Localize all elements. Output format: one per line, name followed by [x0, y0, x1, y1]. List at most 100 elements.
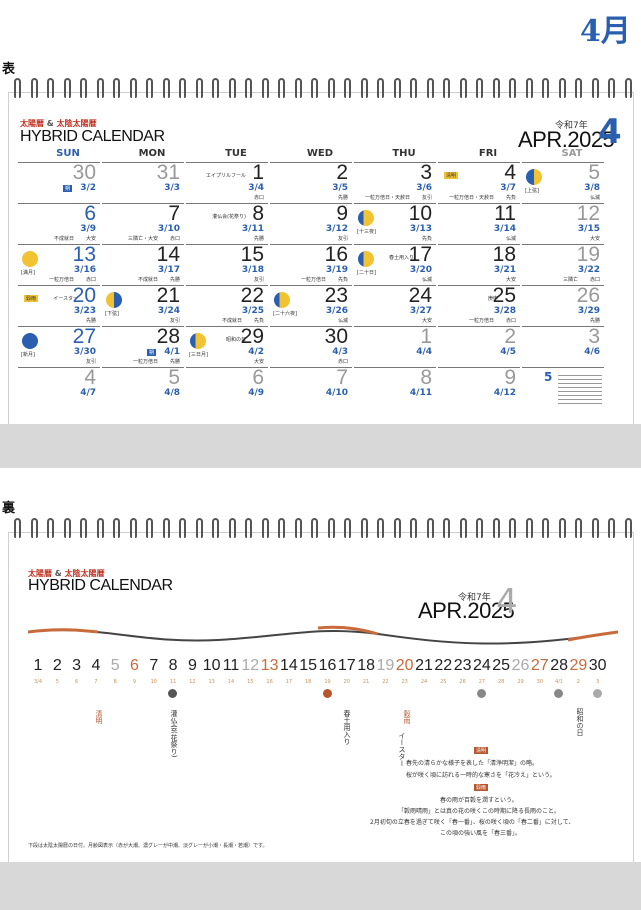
lunar-date: 3/25 [241, 306, 264, 316]
timeline-day: 3 [72, 657, 82, 674]
ring-icon [146, 78, 153, 98]
lunar-date: 3/23 [73, 306, 96, 316]
ring-icon [212, 78, 219, 98]
dow-mon: MON [138, 148, 166, 159]
timeline-day: 29 [569, 657, 588, 674]
lunar-date: 4/8 [164, 388, 180, 398]
day-cell: 1 4/4 [354, 325, 436, 367]
ring-icon [344, 518, 351, 538]
ring-icon [575, 78, 582, 98]
ring-icon [360, 78, 368, 98]
day-number: 21 [156, 284, 180, 307]
lunar-date: 3/14 [493, 224, 516, 234]
event-label: イースター [53, 296, 78, 302]
ring-icon [525, 518, 533, 538]
day-cell: 28 4/1 先勝 一粒万倍日 朔 [102, 325, 184, 367]
day-number: 1 [252, 161, 264, 184]
timeline-day: 6 [130, 657, 139, 674]
ring-icon [591, 518, 599, 538]
moon-phase-icon [190, 333, 206, 349]
ring-icon [30, 518, 38, 538]
lunar-date: 4/2 [248, 347, 264, 357]
day-number: 2 [504, 325, 516, 348]
ring-icon [558, 78, 566, 98]
day-number: 26 [576, 284, 600, 307]
day-cell: 18 3/21 大安 [438, 243, 520, 285]
lunar-date: 4/4 [416, 347, 432, 357]
front-brand-name: HYBRID CALENDAR [20, 128, 165, 145]
timeline-lunar: 3 [596, 679, 600, 685]
badge-label: 朔 [146, 349, 156, 356]
front-card [8, 92, 634, 425]
lunar-date: 4/10 [325, 388, 348, 398]
day-cell: 6 4/9 [186, 366, 268, 408]
timeline-day: 18 [357, 657, 375, 674]
day-number: 30 [72, 161, 96, 184]
tide-wave [28, 625, 618, 645]
timeline-day: 2 [52, 657, 62, 674]
day-cell: 9 3/12 友引 [270, 202, 352, 244]
day-cell: 1 3/4 赤口 エイプリルフール [186, 161, 268, 203]
ring-icon [624, 518, 632, 538]
day-number: 6 [84, 202, 96, 225]
timeline-lunar: 20 [343, 679, 350, 685]
day-cell: 11 3/14 仏滅 [438, 202, 520, 244]
timeline-lunar: 13 [208, 679, 215, 685]
moon-dot-icon [168, 689, 178, 698]
event-seimei: 清明 [95, 710, 103, 724]
ring-icon [129, 518, 137, 538]
lunar-date: 3/21 [493, 265, 516, 275]
day-cell: 3 4/6 [522, 325, 604, 367]
ring-icon [179, 518, 186, 538]
event-kokuu: 穀雨 [403, 710, 411, 724]
day-cell: 30 4/3 赤口 [270, 325, 352, 367]
back-brand-name: HYBRID CALENDAR [28, 577, 173, 594]
day-number: 7 [168, 202, 180, 225]
timeline-lunar: 26 [459, 679, 466, 685]
front-brand-top: 太陽暦 & 太陰太陽暦 [20, 119, 97, 128]
sekki-badge: 穀雨 [24, 295, 39, 302]
lunar-date: 3/22 [577, 265, 600, 275]
moon-phase-icon [358, 251, 374, 267]
lunar-date: 3/12 [325, 224, 348, 234]
ring-icon [113, 518, 120, 538]
moon-phase-label: [三日月] [189, 352, 208, 358]
timeline-lunar: 23 [401, 679, 408, 685]
day-number: 6 [252, 366, 264, 389]
day-number: 4 [504, 161, 516, 184]
timeline-day: 5 [110, 657, 120, 674]
dow-thu: THU [392, 148, 416, 159]
ring-icon [47, 518, 54, 538]
rokuyo-label: 赤口 [505, 318, 516, 324]
mini-calendar-grid [558, 372, 602, 406]
day-number: 24 [408, 284, 432, 307]
rokuyo-label: 赤口 [337, 359, 348, 365]
explain-line-5: 2月初旬の立春を過ぎて咲く「春一番」、桜の咲く頃の「春二番」に対して、 [370, 819, 575, 826]
dow-wed: WED [306, 148, 334, 159]
day-number: 19 [576, 243, 600, 266]
ring-icon [195, 78, 203, 98]
timeline-day: 11 [222, 657, 240, 674]
moon-phase-icon [274, 292, 290, 308]
rokuyo-label: 先勝 [169, 359, 180, 365]
day-cell: 14 3/17 先勝 不成就日 [102, 243, 184, 285]
day-number: 7 [336, 366, 348, 389]
front-reiwa: 令和7年 [555, 121, 588, 131]
ring-icon [443, 78, 450, 98]
day-cell: 17 3/20 仏滅 春土用入り [二十日] [354, 243, 436, 285]
lunar-date: 3/9 [80, 224, 96, 234]
timeline-lunar: 7 [94, 679, 98, 685]
day-cell: 16 3/19 先負 一粒万倍日 [270, 243, 352, 285]
day-cell: 13 3/16 赤口 一粒万倍日 [満月] [18, 243, 100, 285]
event-sub-label: 一粒万倍日 [468, 318, 494, 324]
rokuyo-label: 仏滅 [337, 318, 348, 324]
day-cell: 5 4/8 [102, 366, 184, 408]
day-cell: 26 3/29 先勝 [522, 284, 604, 326]
ring-icon [228, 518, 236, 538]
day-cell: 27 3/30 友引 [新月] [18, 325, 100, 367]
day-cell: 2 3/5 先勝 [270, 161, 352, 203]
front-big-number: 4 [598, 112, 622, 152]
lunar-date: 3/30 [73, 347, 96, 357]
moon-dot-icon [592, 689, 602, 698]
event-label: 昭和の日 [225, 337, 246, 343]
